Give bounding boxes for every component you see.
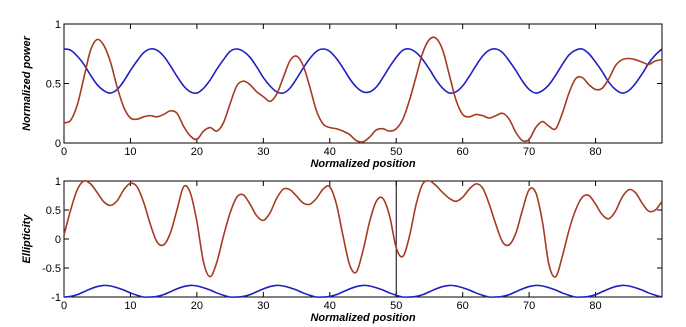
- chart-panel-2: 0 10 20 30 40 50 60 70 80 -1 -0.5 0 0.5 1 Normalized p…: [21, 176, 663, 324]
- x-tick-label: 40: [324, 146, 336, 158]
- y-tick-label: 1: [55, 19, 61, 31]
- x-tick-label: 80: [589, 146, 601, 158]
- x-tick-label: 10: [124, 146, 136, 158]
- red-series-line: [63, 36, 663, 143]
- y-tick-label: 0.5: [46, 205, 61, 217]
- y-axis-title: Ellipticity: [21, 214, 33, 264]
- x-tick-label: 10: [124, 300, 136, 312]
- x-tick-label: 80: [589, 300, 601, 312]
- blue-series-line: [63, 284, 663, 298]
- x-tick-label: 0: [61, 146, 67, 158]
- y-tick-label: -1: [51, 292, 61, 304]
- x-axis-title: Normalized position: [310, 312, 415, 324]
- y-axis-title: Normalized power: [21, 35, 33, 130]
- x-tick-label: 30: [257, 300, 269, 312]
- x-tick-label: 0: [61, 300, 67, 312]
- y-tick-label: 0: [55, 234, 61, 246]
- y-tick-label: -0.5: [42, 263, 61, 275]
- red-series-line: [63, 179, 663, 278]
- x-tick-label: 60: [457, 146, 469, 158]
- x-tick-label: 30: [257, 146, 269, 158]
- x-tick-label: 20: [191, 146, 203, 158]
- plot-frame: [63, 180, 663, 298]
- x-axis-title: Normalized position: [310, 158, 415, 170]
- blue-series-line: [63, 47, 663, 95]
- x-tick-label: 60: [457, 300, 469, 312]
- y-tick-label: 0.5: [46, 79, 61, 91]
- x-tick-label: 70: [523, 146, 535, 158]
- y-tick-label: 1: [55, 176, 61, 188]
- x-tick-label: 70: [523, 300, 535, 312]
- x-tick-label: 40: [324, 300, 336, 312]
- y-tick-label: 0: [55, 138, 61, 150]
- x-tick-label: 50: [390, 146, 402, 158]
- x-tick-label: 50: [390, 300, 402, 312]
- x-tick-label: 20: [191, 300, 203, 312]
- chart-panel-1: 0 10 20 30 40 50 60 70 80 0 0.5 1 Normalized positio…: [21, 19, 663, 170]
